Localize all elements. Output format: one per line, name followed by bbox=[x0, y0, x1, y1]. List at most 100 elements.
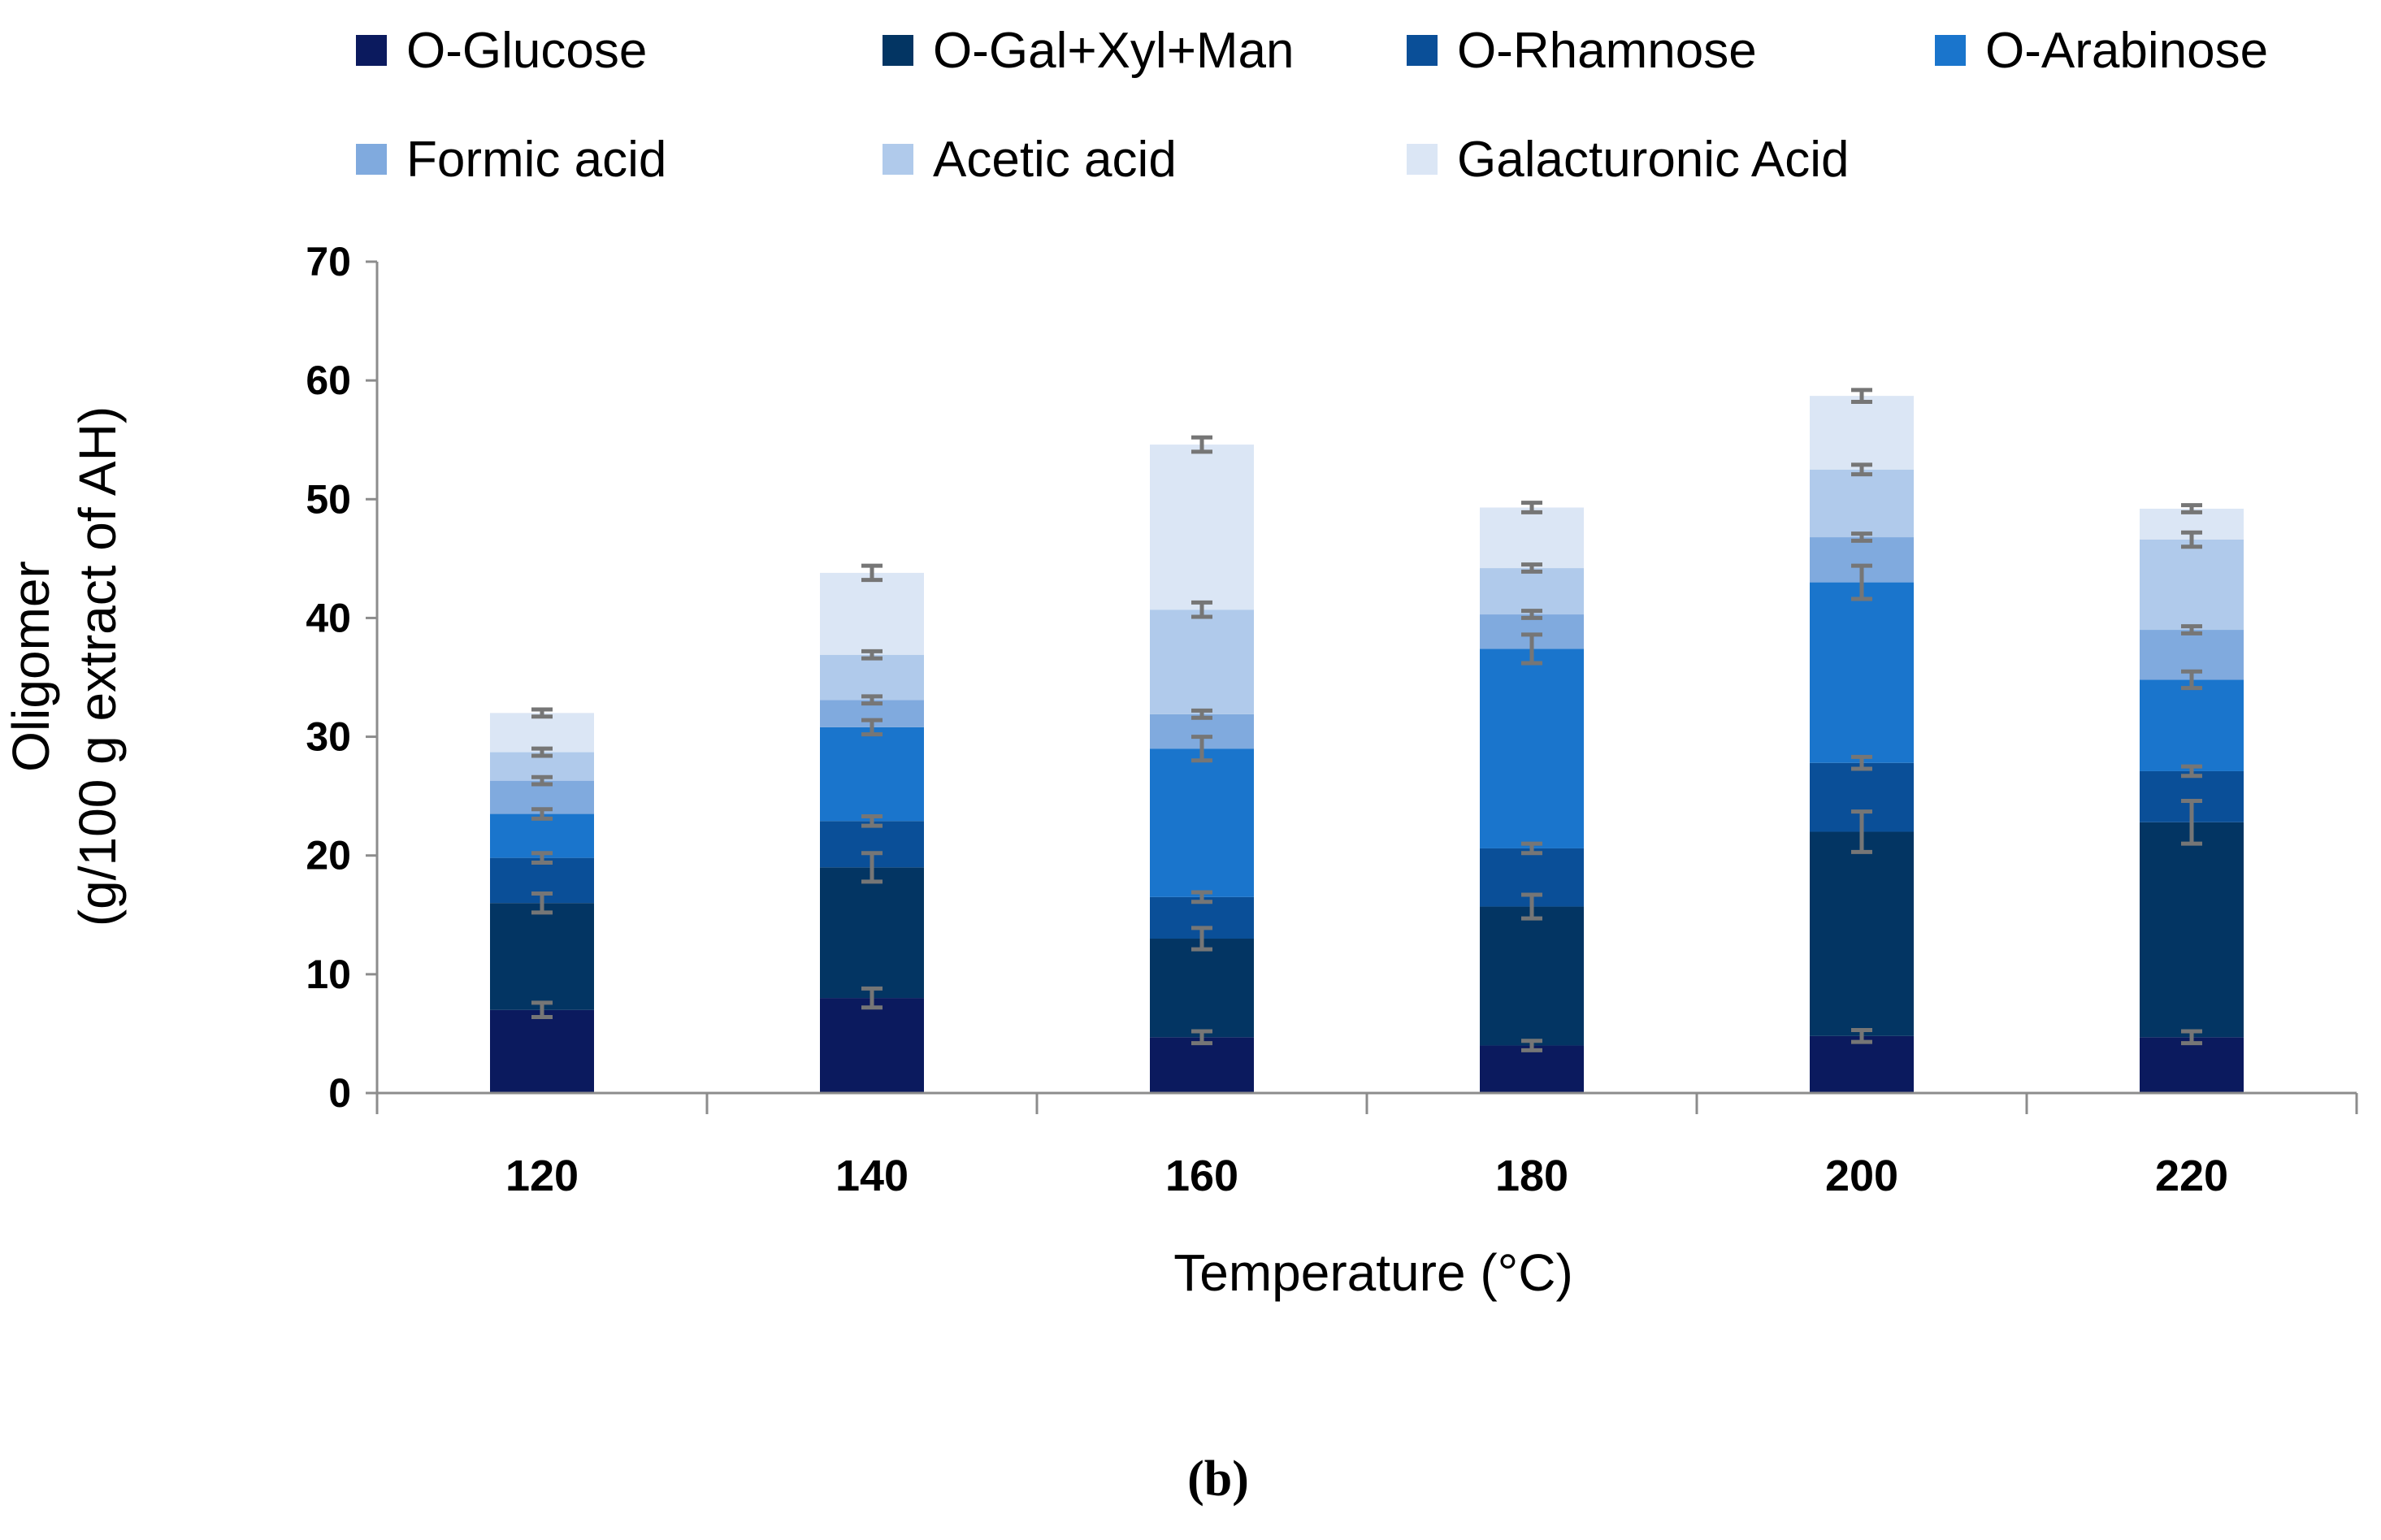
bar-o-arabinose-160 bbox=[1150, 748, 1254, 897]
x-tick-label: 140 bbox=[835, 1152, 909, 1200]
legend-label: O-Arabinose bbox=[1985, 23, 2268, 79]
y-tick-label: 30 bbox=[306, 714, 351, 760]
error-bar-formic-acid-180 bbox=[1521, 609, 1542, 620]
bar-o-gal-xyl-man-120 bbox=[490, 903, 594, 1010]
bar-o-gal-xyl-man-200 bbox=[1810, 831, 1914, 1036]
error-bar-o-arabinose-200 bbox=[1851, 563, 1872, 601]
error-bar-o-glucose-120 bbox=[531, 1000, 553, 1019]
bar-acetic-acid-200 bbox=[1810, 469, 1914, 538]
legend-item-o-arabinose: O-Arabinose bbox=[1935, 23, 2268, 79]
bar-galacturonic-acid-180 bbox=[1480, 507, 1584, 569]
y-tick-label: 70 bbox=[306, 239, 351, 284]
legend-label: O-Gal+Xyl+Man bbox=[933, 23, 1295, 79]
error-bar-o-glucose-220 bbox=[2181, 1029, 2202, 1046]
bar-acetic-acid-180 bbox=[1480, 568, 1584, 615]
error-bar-o-gal-xyl-man-200 bbox=[1851, 809, 1872, 854]
error-bar-o-gal-xyl-man-120 bbox=[531, 891, 553, 915]
error-bar-o-arabinose-140 bbox=[861, 718, 883, 737]
legend-item-formic-acid: Formic acid bbox=[356, 132, 666, 188]
error-bar-galacturonic-acid-220 bbox=[2181, 503, 2202, 514]
legend: O-Glucose O-Gal+Xyl+Man O-Rhamnose O-Arabin… bbox=[356, 23, 2268, 188]
error-bar-o-rhamnose-220 bbox=[2181, 764, 2202, 779]
legend-label: O-Rhamnose bbox=[1457, 23, 1757, 79]
legend-item-galacturonic-acid: Galacturonic Acid bbox=[1407, 132, 1849, 188]
error-bars-layer bbox=[531, 388, 2202, 1052]
axes-layer: 0 10 20 30 40 50 60 70 120 140 160 180 200 220 bbox=[306, 239, 2358, 1200]
legend-label: O-Glucose bbox=[406, 23, 647, 79]
legend-swatch bbox=[1935, 35, 1966, 66]
bar-galacturonic-acid-120 bbox=[490, 713, 594, 753]
error-bar-acetic-acid-180 bbox=[1521, 562, 1542, 574]
legend-swatch bbox=[356, 144, 387, 175]
error-bar-o-gal-xyl-man-160 bbox=[1191, 926, 1212, 952]
bar-o-arabinose-120 bbox=[490, 813, 594, 858]
error-bar-acetic-acid-220 bbox=[2181, 530, 2202, 549]
legend-item-o-glucose: O-Glucose bbox=[356, 23, 647, 79]
legend-label: Formic acid bbox=[406, 132, 666, 188]
x-tick-label: 120 bbox=[505, 1152, 579, 1200]
error-bar-formic-acid-160 bbox=[1191, 708, 1212, 720]
legend-item-acetic-acid: Acetic acid bbox=[883, 132, 1177, 188]
y-axis-title-line-2: (g/100 g extract of AH) bbox=[68, 406, 127, 926]
error-bar-o-arabinose-180 bbox=[1521, 632, 1542, 666]
y-axis-title-line-1: Oligomer bbox=[2, 561, 60, 772]
legend-label: Galacturonic Acid bbox=[1457, 132, 1849, 188]
error-bar-o-glucose-200 bbox=[1851, 1028, 1872, 1044]
bar-o-glucose-140 bbox=[820, 998, 924, 1093]
bar-acetic-acid-140 bbox=[820, 654, 924, 701]
panel-label-close: ) bbox=[1232, 1451, 1249, 1507]
error-bar-galacturonic-acid-140 bbox=[861, 563, 883, 583]
error-bar-o-rhamnose-200 bbox=[1851, 754, 1872, 771]
error-bar-galacturonic-acid-120 bbox=[531, 707, 553, 719]
error-bar-o-gal-xyl-man-140 bbox=[861, 851, 883, 884]
panel-label-open: ( bbox=[1187, 1451, 1204, 1507]
error-bar-galacturonic-acid-160 bbox=[1191, 435, 1212, 454]
x-tick-label: 160 bbox=[1165, 1152, 1238, 1200]
bar-o-glucose-200 bbox=[1810, 1035, 1914, 1093]
error-bar-o-rhamnose-180 bbox=[1521, 841, 1542, 856]
legend-swatch bbox=[883, 35, 913, 66]
y-tick-label: 20 bbox=[306, 833, 351, 878]
bar-o-arabinose-140 bbox=[820, 727, 924, 822]
error-bar-acetic-acid-200 bbox=[1851, 462, 1872, 477]
error-bar-o-rhamnose-140 bbox=[861, 813, 883, 828]
x-axis-title: Temperature (°C) bbox=[1173, 1243, 1573, 1302]
error-bar-galacturonic-acid-200 bbox=[1851, 388, 1872, 404]
bar-o-arabinose-180 bbox=[1480, 649, 1584, 848]
error-bar-galacturonic-acid-180 bbox=[1521, 501, 1542, 514]
error-bar-acetic-acid-160 bbox=[1191, 600, 1212, 619]
legend-item-o-gal-xyl-man: O-Gal+Xyl+Man bbox=[883, 23, 1295, 79]
bar-o-gal-xyl-man-160 bbox=[1150, 939, 1254, 1038]
y-tick-label: 40 bbox=[306, 595, 351, 640]
y-tick-label: 0 bbox=[328, 1070, 351, 1116]
error-bar-o-gal-xyl-man-220 bbox=[2181, 798, 2202, 846]
error-bar-acetic-acid-140 bbox=[861, 649, 883, 661]
error-bar-o-arabinose-120 bbox=[531, 807, 553, 821]
error-bar-o-glucose-180 bbox=[1521, 1039, 1542, 1052]
x-tick-label: 180 bbox=[1495, 1152, 1568, 1200]
error-bar-o-rhamnose-120 bbox=[531, 851, 553, 865]
error-bar-formic-acid-220 bbox=[2181, 624, 2202, 636]
legend-item-o-rhamnose: O-Rhamnose bbox=[1407, 23, 1757, 79]
bar-acetic-acid-220 bbox=[2140, 539, 2244, 631]
legend-swatch bbox=[883, 144, 913, 175]
bar-o-glucose-180 bbox=[1480, 1045, 1584, 1093]
legend-swatch bbox=[1407, 35, 1438, 66]
y-tick-label: 10 bbox=[306, 952, 351, 997]
legend-swatch bbox=[1407, 144, 1438, 175]
bar-galacturonic-acid-200 bbox=[1810, 396, 1914, 470]
bar-o-glucose-220 bbox=[2140, 1037, 2244, 1093]
bar-galacturonic-acid-160 bbox=[1150, 445, 1254, 610]
y-axis-title: Oligomer (g/100 g extract of AH) bbox=[2, 406, 127, 926]
bar-acetic-acid-160 bbox=[1150, 609, 1254, 714]
bar-o-gal-xyl-man-220 bbox=[2140, 822, 2244, 1038]
bar-o-arabinose-200 bbox=[1810, 582, 1914, 763]
error-bar-o-arabinose-160 bbox=[1191, 735, 1212, 763]
error-bar-acetic-acid-120 bbox=[531, 746, 553, 758]
bar-o-glucose-160 bbox=[1150, 1037, 1254, 1093]
panel-label: (b) bbox=[1187, 1451, 1249, 1507]
panel-label-letter: b bbox=[1204, 1451, 1232, 1507]
error-bar-o-glucose-140 bbox=[861, 986, 883, 1010]
